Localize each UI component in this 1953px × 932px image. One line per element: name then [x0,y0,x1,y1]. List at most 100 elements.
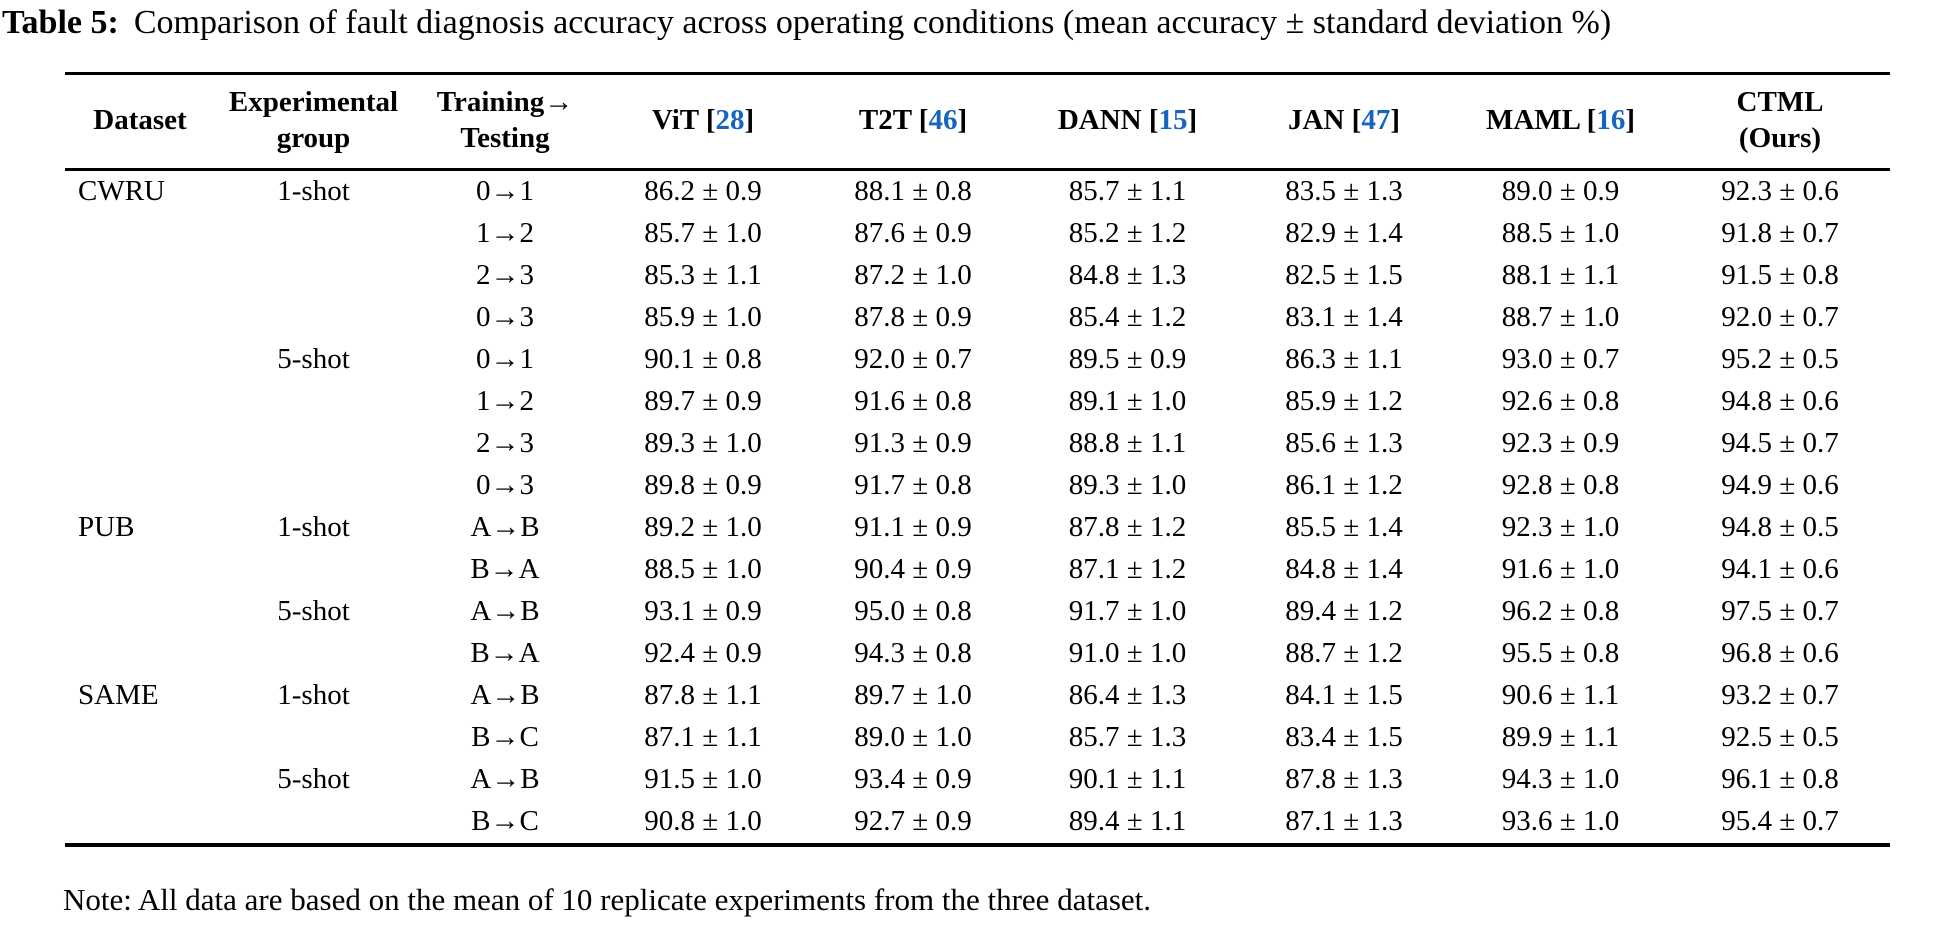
column-header-label: Experimental [228,86,399,118]
cell-jan: 85.9 ± 1.2 [1285,385,1403,418]
cell-vit: 89.7 ± 0.9 [644,385,762,418]
cell-dataset: SAME [78,679,159,712]
column-header-label: MAML [1485,103,1580,136]
column-header-label: DANN [1057,103,1142,136]
cell-t2t: 89.0 ± 1.0 [854,721,972,754]
cell-ctml: 96.1 ± 0.8 [1721,763,1839,796]
cell-ctml: 94.9 ± 0.6 [1721,469,1839,502]
cell-maml: 93.6 ± 1.0 [1501,805,1620,838]
citation-number: 46 [928,103,958,136]
table-header-row: Dataset Experimental group Training→ Testing… [65,73,1890,171]
cell-vit: 86.2 ± 0.9 [644,175,762,208]
cell-group [215,633,412,675]
cell-vit: 85.9 ± 1.0 [644,301,762,334]
cell-jan: 89.4 ± 1.2 [1285,595,1403,628]
cell-jan: 87.8 ± 1.3 [1285,763,1403,796]
table-row: B→A 92.4 ± 0.9 94.3 ± 0.8 91.0 ± 1.0 88.7 ± … [65,633,1890,675]
cell-ctml: 95.2 ± 0.5 [1721,343,1839,376]
column-header-label: T2T [858,103,912,136]
cell-vit: 90.8 ± 1.0 [644,805,762,838]
citation-number: 16 [1596,103,1626,136]
cell-jan: 88.7 ± 1.2 [1285,637,1403,670]
cell-vit: 85.3 ± 1.1 [644,259,762,292]
table-row: 5-shot A→B 91.5 ± 1.0 93.4 ± 0.9 90.1 ± 1.1 8… [65,759,1890,801]
table-row: CWRU 1-shot 0→1 86.2 ± 0.9 88.1 ± 0.8 85.7 ± … [65,169,1890,213]
cell-maml: 88.5 ± 1.0 [1501,217,1620,250]
cell-dann: 84.8 ± 1.3 [1068,259,1187,292]
column-header-group: Experimental group [215,73,412,171]
cell-dann: 89.5 ± 0.9 [1068,343,1187,376]
cell-maml: 92.3 ± 1.0 [1501,511,1620,544]
cell-maml: 88.7 ± 1.0 [1501,301,1620,334]
table-row: 2→3 89.3 ± 1.0 91.3 ± 0.9 88.8 ± 1.1 85.6 ± … [65,423,1890,465]
column-header-dataset: Dataset [65,73,215,171]
cell-transfer: 1→2 [476,385,534,418]
cell-vit: 85.7 ± 1.0 [644,217,762,250]
cell-vit: 92.4 ± 0.9 [644,637,762,670]
cell-ctml: 92.3 ± 0.6 [1721,175,1839,208]
cell-dann: 89.1 ± 1.0 [1068,385,1187,418]
citation-number: 28 [715,103,745,136]
cell-maml: 91.6 ± 1.0 [1501,553,1620,586]
cell-group [215,717,412,759]
cell-vit: 87.1 ± 1.1 [644,721,762,754]
cell-dataset: PUB [78,511,135,544]
cell-group [215,297,412,339]
cell-t2t: 95.0 ± 0.8 [854,595,972,628]
cell-jan: 85.6 ± 1.3 [1285,427,1403,460]
table-caption-label: Table 5: [2,4,119,41]
cell-transfer: A→B [470,679,540,712]
cell-group [215,465,412,507]
table-body: CWRU 1-shot 0→1 86.2 ± 0.9 88.1 ± 0.8 85.7 ± … [65,169,1890,845]
cell-jan: 86.3 ± 1.1 [1285,343,1403,376]
cell-t2t: 94.3 ± 0.8 [854,637,972,670]
cell-ctml: 96.8 ± 0.6 [1721,637,1839,670]
cell-dataset [65,297,215,339]
cell-transfer: 0→3 [476,469,534,502]
cell-group [215,549,412,591]
column-header-maml: MAML [16] [1451,73,1670,171]
cell-t2t: 87.2 ± 1.0 [854,259,972,292]
cell-dataset: CWRU [78,175,165,208]
cell-ctml: 92.5 ± 0.5 [1721,721,1839,754]
cell-t2t: 92.7 ± 0.9 [854,805,972,838]
cell-dann: 89.4 ± 1.1 [1068,805,1187,838]
cell-group [215,213,412,255]
cell-ctml: 95.4 ± 0.7 [1721,805,1839,838]
column-header-ctml: CTML (Ours) [1670,73,1890,171]
column-header-t2t: T2T [46] [808,73,1018,171]
column-header-label: ViT [651,103,699,136]
column-header-label: Dataset [93,103,187,136]
table-row: SAME 1-shot A→B 87.8 ± 1.1 89.7 ± 1.0 86.4 ± … [65,675,1890,717]
cell-dataset [65,801,215,845]
cell-ctml: 92.0 ± 0.7 [1721,301,1839,334]
cell-transfer: B→A [470,637,540,670]
cell-group [215,423,412,465]
column-header-label: Training→ [436,86,574,118]
column-header-vit: ViT [28] [598,73,808,171]
cell-transfer: A→B [470,595,540,628]
table-row: B→C 90.8 ± 1.0 92.7 ± 0.9 89.4 ± 1.1 87.1 ± … [65,801,1890,845]
cell-dataset [65,591,215,633]
cell-dataset [65,339,215,381]
cell-dann: 85.4 ± 1.2 [1068,301,1187,334]
cell-maml: 95.5 ± 0.8 [1501,637,1620,670]
cell-group: 1-shot [277,175,350,208]
table-row: PUB 1-shot A→B 89.2 ± 1.0 91.1 ± 0.9 87.8 ± 1… [65,507,1890,549]
cell-maml: 92.3 ± 0.9 [1501,427,1620,460]
cell-jan: 82.9 ± 1.4 [1285,217,1403,250]
cell-maml: 92.6 ± 0.8 [1501,385,1620,418]
cell-dann: 85.7 ± 1.3 [1068,721,1187,754]
table-header: Dataset Experimental group Training→ Testing… [65,73,1890,171]
cell-t2t: 87.8 ± 0.9 [854,301,972,334]
cell-dataset [65,633,215,675]
cell-jan: 84.8 ± 1.4 [1285,553,1403,586]
cell-t2t: 91.3 ± 0.9 [854,427,972,460]
cell-dann: 86.4 ± 1.3 [1068,679,1187,712]
column-header-label: group [276,121,351,154]
cell-vit: 89.8 ± 0.9 [644,469,762,502]
cell-ctml: 94.1 ± 0.6 [1721,553,1839,586]
cell-dann: 91.0 ± 1.0 [1068,637,1187,670]
cell-transfer: 2→3 [476,427,534,460]
